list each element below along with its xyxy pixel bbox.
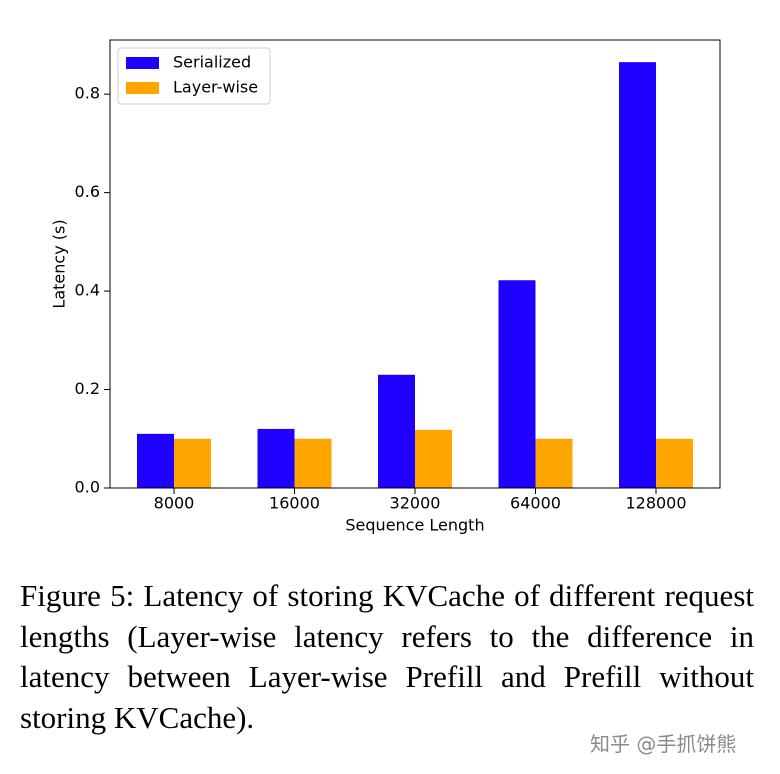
- x-axis-label: Sequence Length: [345, 516, 484, 535]
- bar: [378, 374, 415, 488]
- x-tick-label: 128000: [625, 494, 686, 513]
- legend-label: Serialized: [173, 53, 251, 72]
- bar: [619, 62, 656, 489]
- y-tick-label: 0.6: [75, 182, 100, 201]
- bar: [137, 433, 174, 488]
- legend-label: Layer-wise: [173, 78, 258, 97]
- x-tick-label: 16000: [269, 494, 320, 513]
- watermark: 知乎 @手抓饼熊: [590, 732, 737, 756]
- y-tick-label: 0.0: [75, 478, 100, 497]
- legend-swatch: [126, 57, 159, 69]
- bar: [174, 438, 211, 488]
- bar: [535, 438, 573, 488]
- y-axis-label: Latency (s): [50, 219, 69, 308]
- x-tick-label: 32000: [390, 494, 441, 513]
- plot-frame: [109, 39, 721, 489]
- y-tick-label: 0.2: [75, 379, 100, 398]
- y-tick-label: 0.8: [75, 84, 100, 103]
- bar: [415, 429, 452, 488]
- bar: [257, 428, 295, 488]
- caption: Figure 5: Latency of storing KVCache of …: [20, 578, 754, 735]
- y-tick-label: 0.4: [75, 281, 100, 300]
- chart: Sequence Length Latency (s) 0.0 0.2 0.4 0.6…: [50, 39, 721, 535]
- legend-swatch: [126, 82, 159, 94]
- bar: [294, 438, 332, 488]
- bar: [498, 280, 536, 488]
- x-tick-label: 64000: [510, 494, 561, 513]
- bar: [656, 438, 693, 488]
- x-tick-label: 8000: [154, 494, 195, 513]
